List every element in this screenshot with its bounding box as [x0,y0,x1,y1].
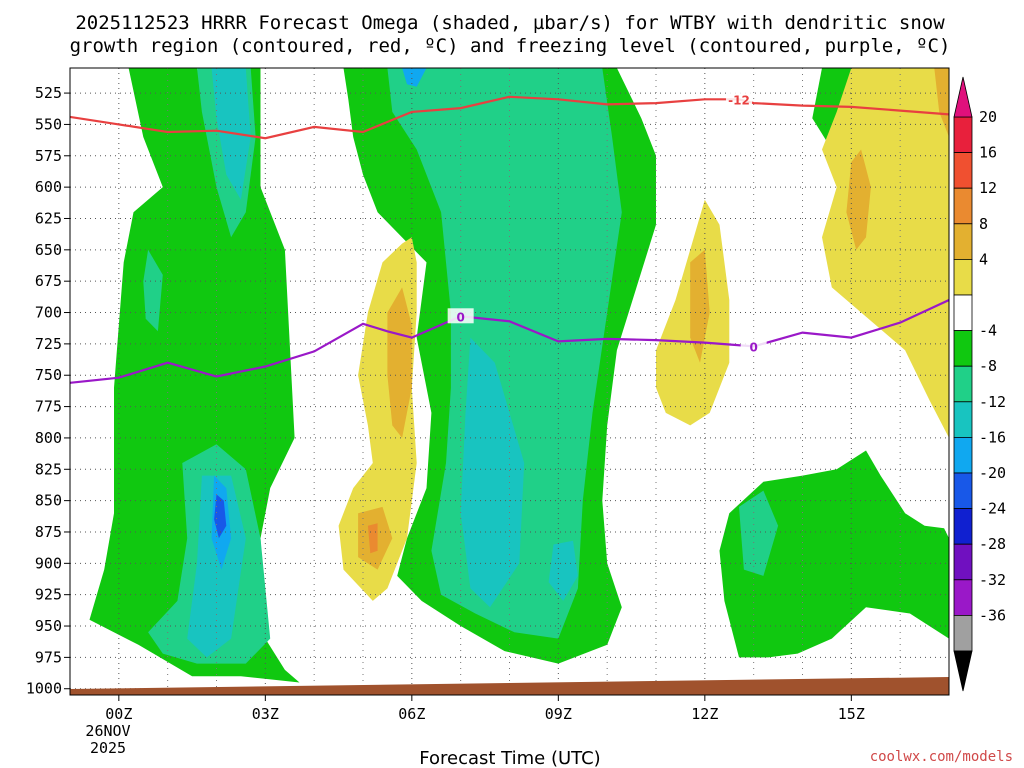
colorbar-segment-5 [953,294,973,331]
y-tick-label-575: 575 [35,147,62,165]
colorbar-label--20: -20 [979,464,1006,482]
y-tick-label-950: 950 [35,617,62,635]
omega-region-19 [387,287,412,438]
colorbar-label-12: 12 [979,179,997,197]
omega-region-24 [367,523,378,554]
y-tick-label-800: 800 [35,429,62,447]
omega-region-15 [214,494,227,539]
colorbar: 20 16 12 8 4 -4 -8 -12 -16 -20 -24 -28 -32 -36 [953,76,1006,692]
colorbar-label--8: -8 [979,357,997,375]
y-tick-label-700: 700 [35,304,62,322]
omega-region-12 [548,540,578,601]
contour-label-bg [740,338,767,354]
contour-line-1 [70,299,949,384]
colorbar-label--24: -24 [979,500,1006,518]
x-tick-label-00Z: 00Z [105,705,132,723]
x-axis: 00Z 03Z 06Z 09Z 12Z 15Z [105,695,865,723]
y-tick-label-1000: 1000 [26,680,62,698]
colorbar-label-20: 20 [979,108,997,126]
plot-frame [69,67,950,696]
colorbar-segment-3 [953,223,973,260]
colorbar-label--16: -16 [979,428,1006,446]
colorbar-segment-4 [953,258,973,296]
colorbar-segment-1 [953,152,973,189]
contour-label-0: -12 [728,93,750,107]
contour-label-1: 0 [456,310,464,324]
colorbar-label--36: -36 [979,606,1006,624]
x-tick-label-15Z: 15Z [838,705,865,723]
y-tick-label-750: 750 [35,366,62,384]
date-label-year: 2025 [90,739,126,757]
y-tick-label-825: 825 [35,460,62,478]
y-tick-label-850: 850 [35,492,62,510]
colorbar-label-8: 8 [979,215,988,233]
colorbar-segment-9 [953,436,973,474]
colorbar-segment-12 [953,543,973,581]
y-tick-label-600: 600 [35,178,62,196]
x-tick-label-03Z: 03Z [252,705,279,723]
omega-shaded-regions [89,68,949,683]
y-tick-label-875: 875 [35,523,62,541]
contour-label-bg [726,91,753,107]
contour-label-1: 0 [749,340,757,354]
contour-lines: -12 0 0 [70,91,949,384]
colorbar-label--32: -32 [979,571,1006,589]
omega-region-3 [719,450,949,658]
y-tick-label-675: 675 [35,272,62,290]
date-label-day: 26NOV [85,722,130,740]
y-tick-label-525: 525 [35,84,62,102]
x-tick-label-09Z: 09Z [545,705,572,723]
x-axis-title: Forecast Time (UTC) [419,748,600,768]
omega-region-23 [934,68,949,137]
y-tick-label-900: 900 [35,554,62,572]
colorbar-segment-13 [953,579,973,616]
colorbar-segment-2 [953,187,973,225]
x-tick-label-12Z: 12Z [691,705,718,723]
colorbar-label-4: 4 [979,250,988,268]
colorbar-segment-11 [953,508,973,545]
contour-line-0 [70,95,949,140]
colorbar-top-arrow [953,76,973,118]
y-tick-label-550: 550 [35,115,62,133]
colorbar-label-16: 16 [979,144,997,162]
colorbar-segment-10 [953,472,973,509]
colorbar-segment-0 [953,116,973,153]
y-tick-label-650: 650 [35,241,62,259]
omega-region-8 [739,490,779,576]
grid-lines [70,68,949,695]
colorbar-segment-7 [953,365,973,403]
omega-region-14 [402,68,427,87]
colorbar-label--12: -12 [979,393,1006,411]
y-tick-label-775: 775 [35,398,62,416]
colorbar-segment-8 [953,401,973,438]
omega-region-10 [460,337,525,608]
contour-label-bg [447,308,474,324]
chart-title-line-2: growth region (contoured, red, ºC) and f… [70,35,951,57]
colorbar-bottom-arrow [953,650,973,692]
colorbar-segment-6 [953,330,973,367]
colorbar-label--4: -4 [979,322,997,340]
terrain-ground [70,677,949,695]
y-tick-label-975: 975 [35,648,62,666]
y-tick-label-625: 625 [35,209,62,227]
omega-region-22 [846,149,871,250]
omega-region-7 [143,249,163,332]
credit-text[interactable]: coolwx.com/models [870,749,1013,765]
y-tick-label-925: 925 [35,586,62,604]
chart-title-line-1: 2025112523 HRRR Forecast Omega (shaded, … [75,12,945,34]
plot-area: -12 0 0 [70,68,949,695]
colorbar-label--28: -28 [979,535,1006,553]
x-tick-label-06Z: 06Z [398,705,425,723]
colorbar-segment-14 [953,615,973,652]
y-axis: 525 550 575 600 625 650 675 700 725 750 775 800 825 8… [26,84,70,698]
omega-region-4 [387,68,622,639]
y-tick-label-725: 725 [35,335,62,353]
